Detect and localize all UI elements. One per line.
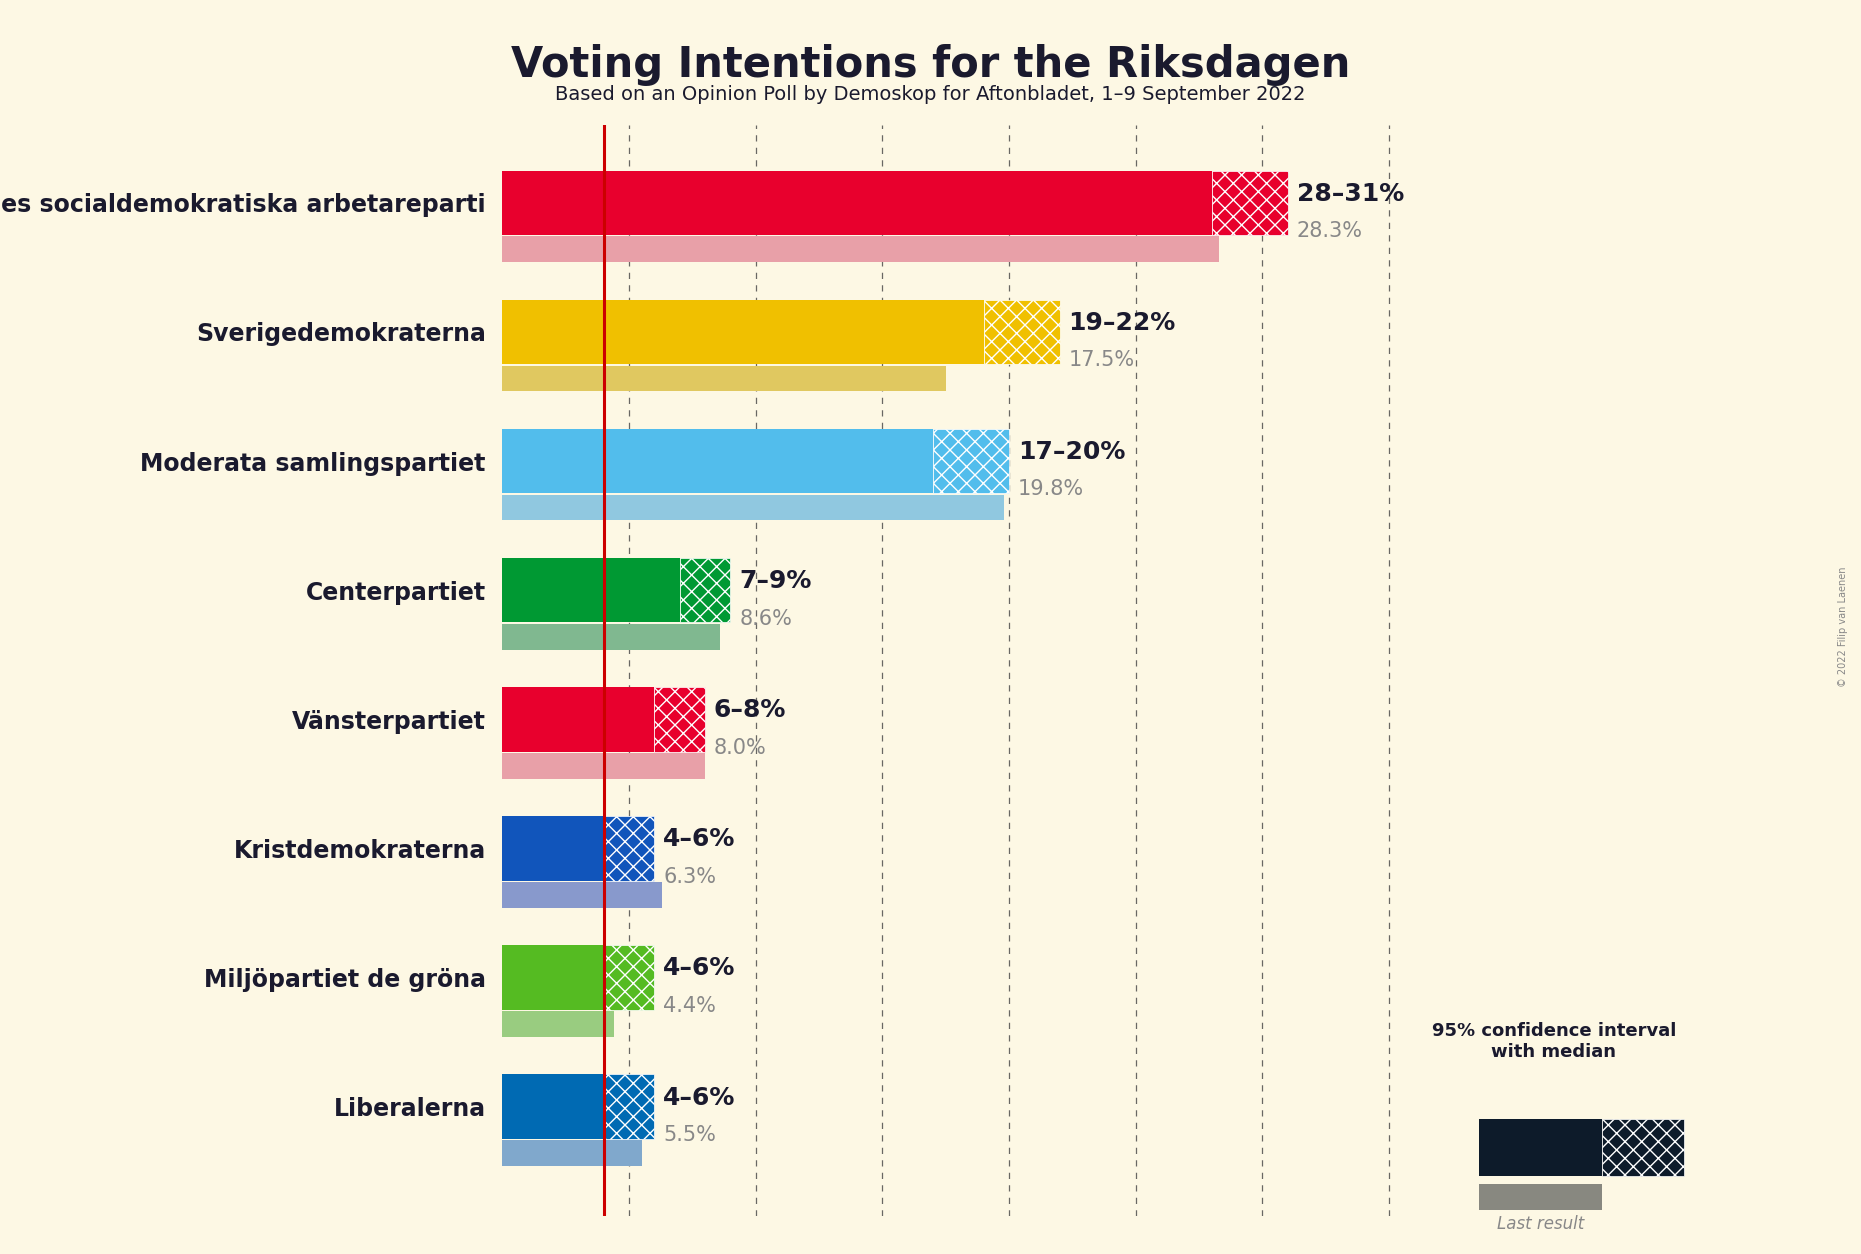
Text: 28.3%: 28.3% bbox=[1297, 221, 1362, 241]
Text: 19–22%: 19–22% bbox=[1068, 311, 1176, 335]
Bar bbox=[932, 429, 1009, 493]
Text: 19.8%: 19.8% bbox=[1018, 479, 1085, 499]
Bar bbox=[984, 300, 1059, 364]
Bar bbox=[502, 171, 1212, 236]
Text: 8.0%: 8.0% bbox=[715, 737, 767, 757]
Text: 28–31%: 28–31% bbox=[1297, 182, 1403, 206]
Bar bbox=[502, 687, 655, 751]
Bar bbox=[502, 494, 1005, 520]
Bar bbox=[502, 882, 663, 908]
Bar bbox=[502, 366, 945, 391]
Bar bbox=[502, 946, 603, 1009]
Bar bbox=[502, 558, 679, 622]
Bar bbox=[502, 429, 932, 493]
Bar bbox=[603, 816, 655, 880]
Bar bbox=[502, 1140, 642, 1166]
Text: 4–6%: 4–6% bbox=[663, 1086, 735, 1110]
Text: Based on an Opinion Poll by Demoskop for Aftonbladet, 1–9 September 2022: Based on an Opinion Poll by Demoskop for… bbox=[555, 85, 1306, 104]
Bar bbox=[502, 300, 984, 364]
Bar bbox=[502, 1011, 614, 1037]
Text: 4–6%: 4–6% bbox=[663, 828, 735, 851]
Text: 6.3%: 6.3% bbox=[663, 867, 716, 887]
Bar bbox=[502, 752, 705, 779]
Bar bbox=[679, 558, 730, 622]
Text: Voting Intentions for the Riksdagen: Voting Intentions for the Riksdagen bbox=[510, 44, 1351, 85]
Bar bbox=[502, 816, 603, 880]
Text: 95% confidence interval
with median: 95% confidence interval with median bbox=[1431, 1022, 1677, 1061]
Text: 8.6%: 8.6% bbox=[739, 608, 793, 628]
Bar bbox=[1212, 171, 1288, 236]
Bar bbox=[502, 623, 720, 650]
Text: © 2022 Filip van Laenen: © 2022 Filip van Laenen bbox=[1839, 567, 1848, 687]
Text: 6–8%: 6–8% bbox=[715, 698, 787, 722]
Bar bbox=[502, 237, 1219, 262]
Text: 17–20%: 17–20% bbox=[1018, 440, 1126, 464]
Bar bbox=[603, 946, 655, 1009]
Bar bbox=[655, 687, 705, 751]
Text: Last result: Last result bbox=[1498, 1215, 1584, 1233]
Text: 17.5%: 17.5% bbox=[1068, 350, 1135, 370]
Bar bbox=[603, 1075, 655, 1139]
Text: 4.4%: 4.4% bbox=[663, 996, 716, 1016]
Text: 7–9%: 7–9% bbox=[739, 569, 811, 593]
Text: 4–6%: 4–6% bbox=[663, 957, 735, 981]
Bar bbox=[502, 1075, 603, 1139]
Text: 5.5%: 5.5% bbox=[663, 1125, 716, 1145]
